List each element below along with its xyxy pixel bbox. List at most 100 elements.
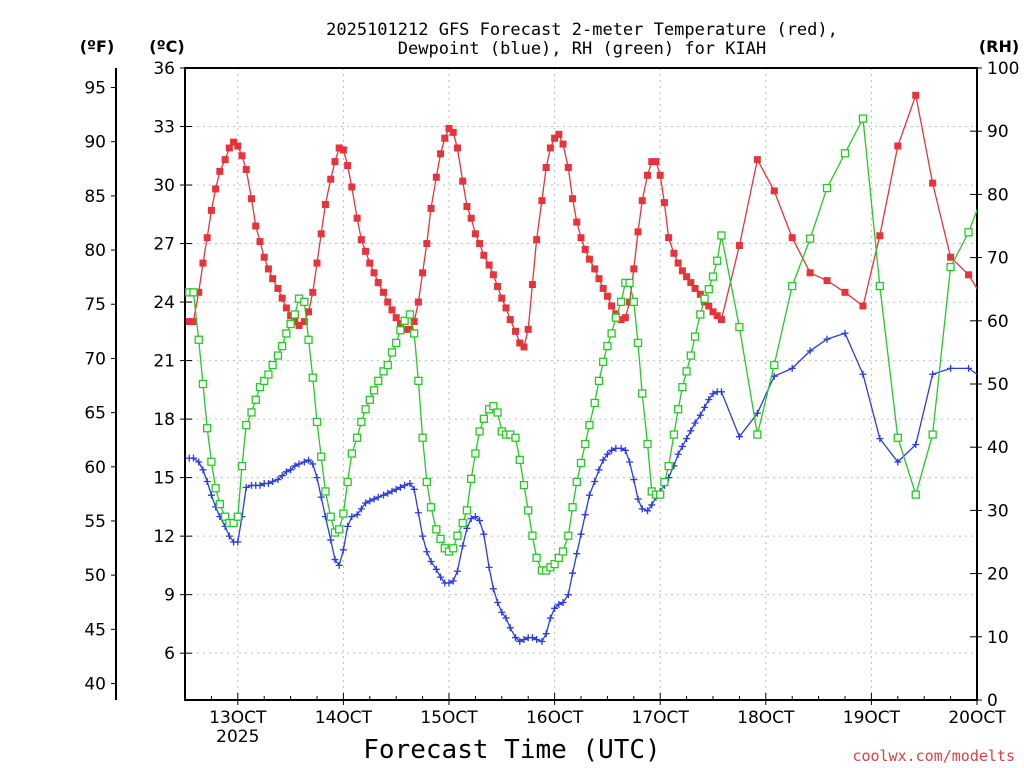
temperature-c-point-40 [362, 247, 370, 255]
dewpoint-c-point-129 [859, 370, 867, 378]
relative-humidity-point-38 [352, 433, 362, 442]
relative-humidity-point-109 [664, 462, 673, 471]
relative-humidity-point-94 [599, 357, 608, 367]
relative-humidity-point-11 [233, 512, 242, 521]
temperature-c-point-31 [321, 201, 329, 209]
dewpoint-c-point-72 [502, 614, 510, 622]
celsius-tick-label-33: 33 [153, 118, 175, 138]
temperature-c-point-123 [753, 156, 761, 164]
relative-humidity-point-114 [686, 351, 695, 360]
temperature-c-point-3 [199, 259, 207, 267]
temperature-c-point-14 [248, 195, 256, 203]
relative-humidity-point-89 [576, 458, 586, 468]
relative-humidity-point-3 [198, 379, 208, 389]
relative-humidity-point-35 [339, 509, 348, 518]
dewpoint-c-point-78 [528, 634, 536, 642]
dewpoint-c-point-41 [366, 497, 374, 505]
relative-humidity-point-97 [611, 313, 620, 322]
dewpoint-c-point-16 [256, 481, 264, 489]
dewpoint-c-line [189, 332, 977, 643]
relative-humidity-point-120 [713, 256, 722, 265]
celsius-tick-label-12: 12 [153, 527, 175, 547]
credit-label: coolwx.com/modelts [852, 747, 1015, 765]
relative-humidity-point-85 [558, 547, 568, 556]
temperature-c-point-68 [485, 261, 493, 269]
temperature-c-point-33 [331, 158, 339, 166]
temperature-c-point-83 [551, 134, 559, 142]
dewpoint-c-point-125 [788, 364, 796, 372]
relative-humidity-point-108 [660, 477, 669, 487]
temperature-c-point-100 [626, 298, 634, 306]
temperature-c-point-67 [480, 251, 488, 259]
x-tick-label-16OCT: 16OCT [526, 708, 584, 728]
temperature-c-point-136 [982, 299, 989, 306]
dewpoint-c-point-111 [674, 450, 682, 458]
dewpoint-c-point-96 [608, 446, 616, 454]
relative-humidity-point-116 [696, 310, 705, 319]
temperature-c-point-81 [542, 163, 550, 171]
dewpoint-c-point-35 [339, 546, 347, 554]
relative-humidity-point-102 [633, 338, 643, 348]
relative-humidity-point-95 [603, 341, 612, 351]
fahrenheit-tick-label-85: 85 [84, 187, 106, 207]
dewpoint-c-point-70 [494, 598, 502, 606]
temperature-c-point-107 [656, 171, 664, 179]
relative-humidity-point-103 [638, 389, 647, 398]
relative-humidity-point-53 [418, 433, 427, 442]
temperature-c-point-5 [207, 206, 215, 214]
dewpoint-c-point-76 [520, 636, 528, 644]
plot-frame [184, 67, 978, 701]
celsius-tick-label-21: 21 [153, 352, 175, 372]
relative-humidity-point-138 [1018, 330, 1024, 337]
temperature-c-point-55 [427, 204, 435, 212]
relative-humidity-point-70 [493, 408, 502, 417]
temperature-c-point-109 [665, 234, 673, 242]
temperature-c-point-129 [859, 302, 867, 310]
temperature-c-point-61 [453, 144, 461, 152]
rh-tick-label-80: 80 [987, 185, 1009, 205]
dewpoint-c-point-36 [344, 522, 352, 530]
relative-humidity-point-31 [321, 487, 330, 496]
relative-humidity-point-79 [532, 553, 541, 562]
temperature-c-point-59 [445, 124, 453, 132]
temperature-c-point-17 [260, 253, 268, 261]
temperature-c-point-56 [432, 173, 440, 181]
dewpoint-c-point-61 [453, 567, 461, 575]
dewpoint-c-point-48 [396, 483, 404, 491]
temperature-c-point-127 [823, 277, 831, 285]
relative-humidity-point-10 [229, 518, 238, 528]
relative-humidity-point-118 [704, 285, 713, 294]
relative-humidity-point-123 [753, 430, 762, 439]
temperature-c-point-64 [467, 214, 475, 222]
relative-humidity-point-126 [806, 234, 815, 243]
dewpoint-c-point-4 [203, 478, 211, 486]
x-tick-label-13OCT: 13OCT [209, 708, 267, 728]
temperature-c-point-112 [678, 267, 686, 275]
relative-humidity-point-43 [374, 376, 383, 385]
dewpoint-c-point-20 [274, 476, 282, 484]
temperature-c-point-28 [309, 288, 317, 296]
relative-humidity-point-55 [426, 503, 436, 512]
dewpoint-c-point-53 [419, 532, 427, 540]
rh-tick-label-50: 50 [987, 375, 1009, 395]
temperature-c-point-48 [396, 320, 404, 328]
dewpoint-c-point-81 [542, 630, 550, 638]
temperature-c-point-12 [238, 152, 246, 160]
dewpoint-c-point-88 [573, 550, 581, 558]
x-tick-label-17OCT: 17OCT [632, 708, 690, 728]
relative-humidity-point-60 [449, 544, 458, 553]
temperature-c-point-24 [291, 318, 299, 326]
relative-humidity-point-98 [616, 297, 626, 306]
dewpoint-c-point-67 [480, 530, 488, 538]
temperature-c-point-105 [648, 158, 656, 166]
temperature-c-point-120 [713, 312, 721, 320]
dewpoint-c-point-65 [471, 513, 479, 521]
dewpoint-c-point-68 [485, 563, 493, 571]
relative-humidity-point-75 [515, 455, 524, 464]
relative-humidity-point-87 [568, 503, 577, 512]
temperature-c-point-45 [384, 298, 392, 306]
fahrenheit-unit-label: (ºF) [80, 37, 115, 56]
relative-humidity-point-86 [564, 531, 573, 540]
dewpoint-c-point-85 [559, 598, 567, 606]
relative-humidity-point-132 [911, 490, 920, 499]
